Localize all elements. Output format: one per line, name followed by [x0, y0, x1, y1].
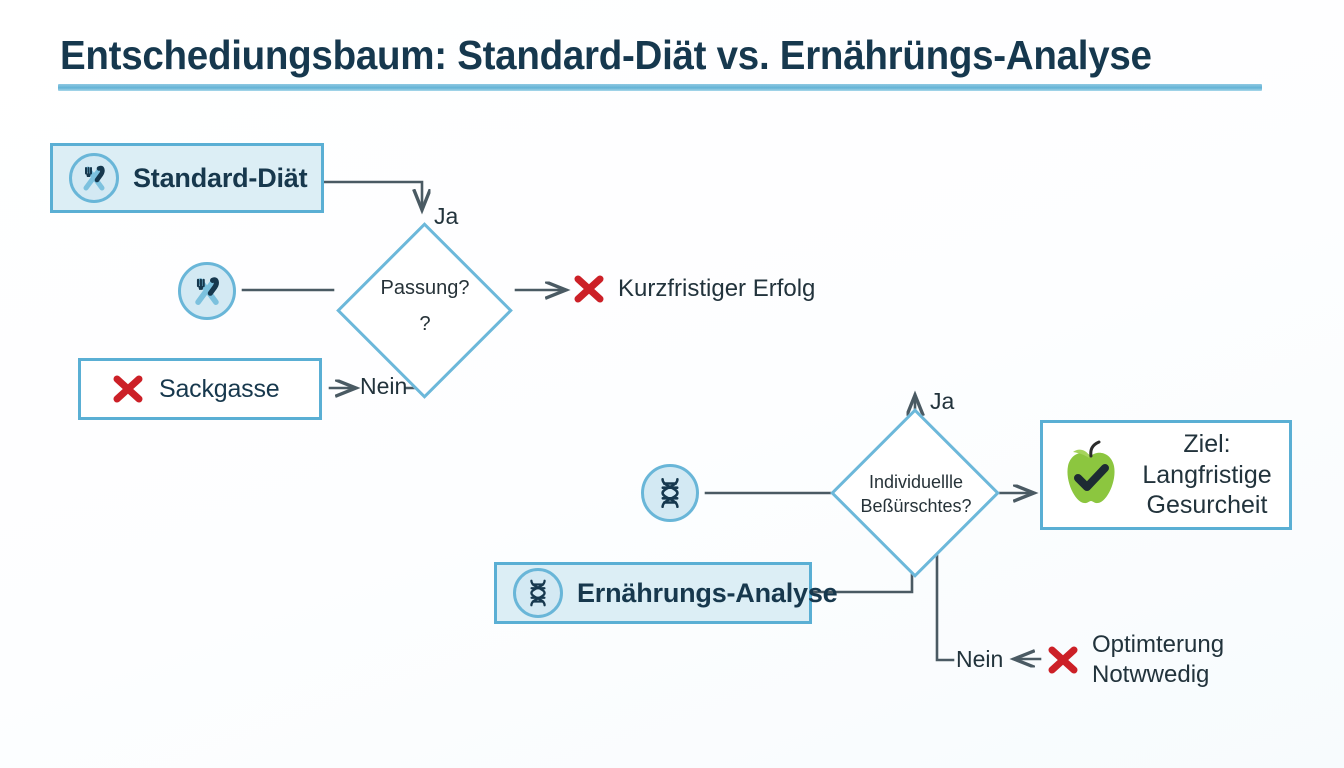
red-x-icon: [1048, 646, 1078, 674]
node-standard-diet[interactable]: Standard-Diät: [50, 143, 324, 213]
node-standard-diet-label: Standard-Diät: [133, 162, 308, 193]
node-nutrition-analysis-label: Ernährungs-Analyse: [577, 577, 838, 608]
red-x-icon: [574, 275, 604, 303]
red-x-icon: [113, 375, 143, 403]
dna-icon-node[interactable]: [641, 464, 699, 522]
node-dead-end[interactable]: Sackgasse: [78, 358, 322, 420]
edge-individual-no-elbow: [935, 538, 955, 662]
edge-label-yes-top: Ja: [434, 203, 459, 229]
node-goal-line2: Langfristige: [1142, 460, 1272, 489]
outcome-optimization: Optimterung Notwwedig: [1046, 630, 1224, 690]
node-goal[interactable]: Ziel: Langfristige Gesurcheit: [1040, 420, 1292, 530]
decision-individual[interactable]: [830, 408, 1000, 578]
outcome-short-term-label: Kurzfristiger Erfolg: [618, 274, 816, 302]
node-goal-line1: Ziel:: [1183, 430, 1231, 459]
edge-label-no-left: Nein: [360, 373, 408, 399]
node-goal-label: Ziel: Langfristige Gesurcheit: [1141, 429, 1273, 521]
node-goal-line3: Gesurcheit: [1146, 491, 1268, 520]
edge-label-yes-second: Ja: [930, 388, 955, 414]
dna-icon: [661, 477, 679, 509]
node-nutrition-analysis[interactable]: Ernährungs-Analyse: [494, 562, 838, 624]
outcome-short-term: Kurzfristiger Erfolg: [572, 272, 815, 306]
node-dead-end-label: Sackgasse: [159, 374, 280, 403]
edge-label-no-second: Nein: [956, 646, 1004, 672]
fork-knife-icon: [69, 153, 119, 203]
title-underline: [58, 84, 1262, 91]
outcome-optimization-line2: Notwwedig: [1092, 661, 1210, 688]
outcome-optimization-line1: Optimterung: [1092, 631, 1225, 658]
edge-diet-to-fit: [322, 180, 422, 210]
fork-knife-icon-node[interactable]: [178, 262, 236, 320]
apple-check-icon: [1067, 440, 1115, 504]
dna-icon: [513, 568, 563, 618]
outcome-optimization-label: Optimterung Notwwedig: [1092, 630, 1224, 690]
page-title: Entschediungsbaum: Standard-Diät vs. Ern…: [60, 32, 1152, 78]
